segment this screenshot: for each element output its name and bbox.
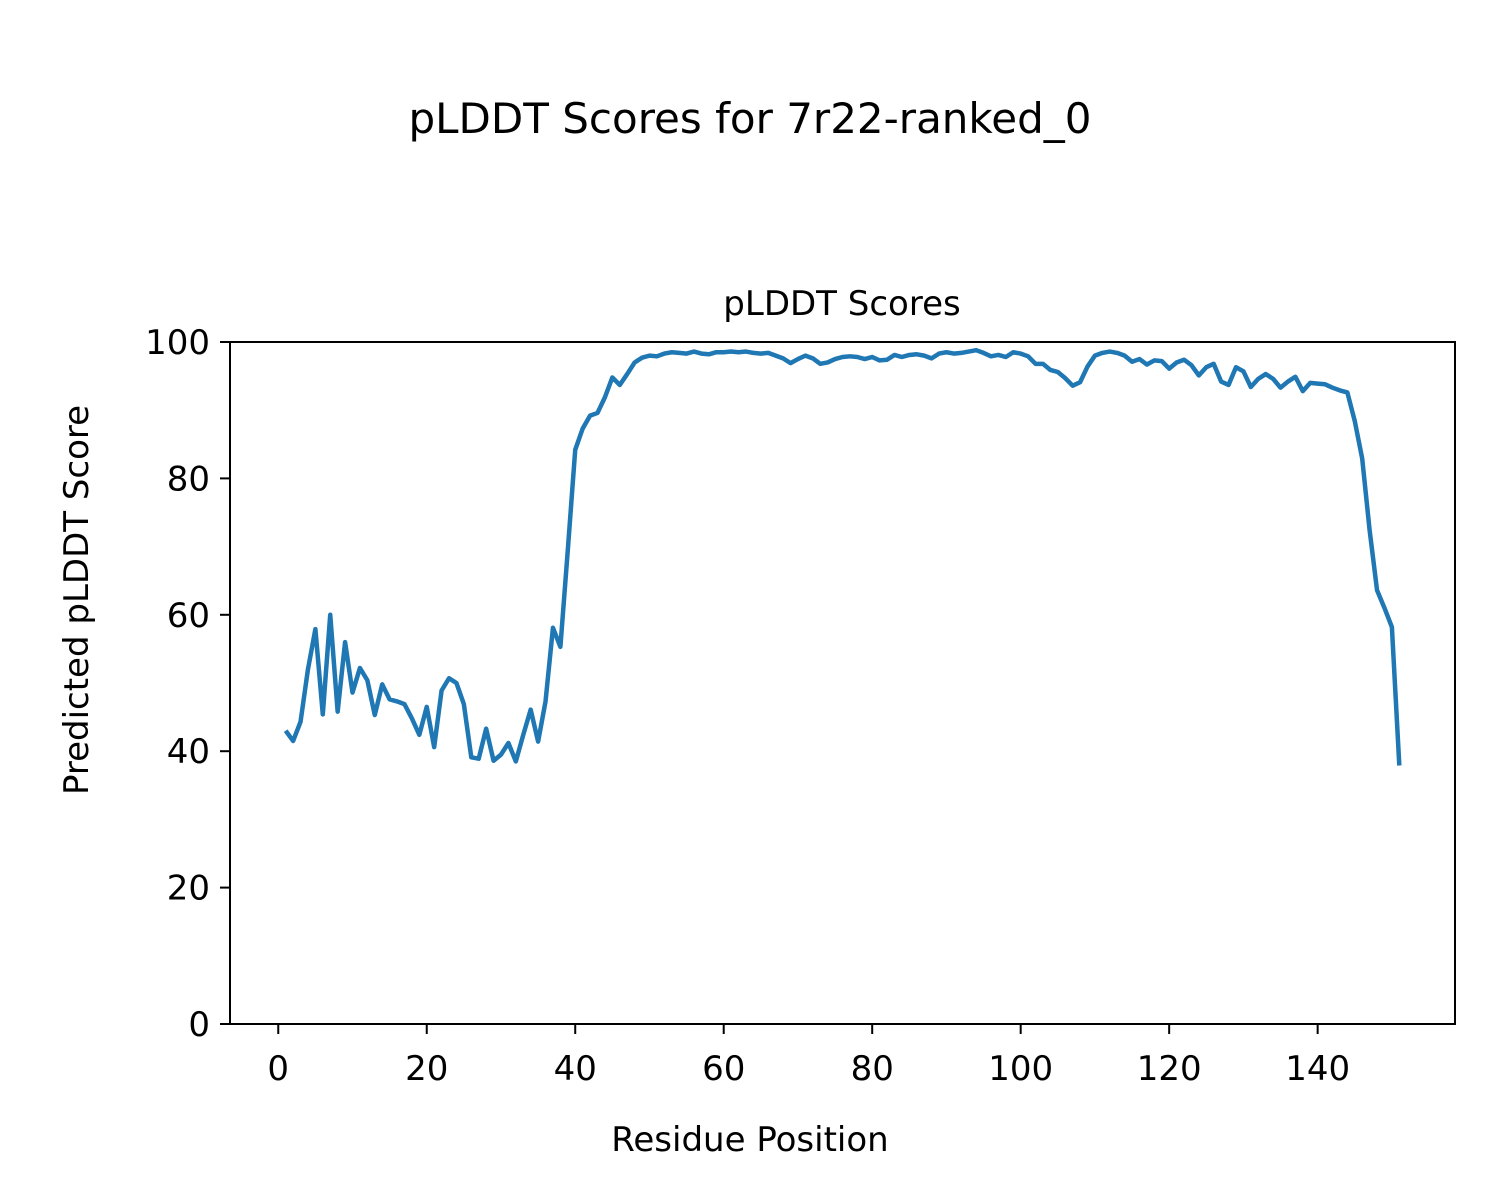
y-tick-label: 20 (167, 869, 210, 909)
x-tick-label: 140 (1285, 1049, 1350, 1089)
figure-title: pLDDT Scores for 7r22-ranked_0 (409, 94, 1092, 143)
chart-title: pLDDT Scores (723, 284, 960, 324)
y-axis: 0 20 40 60 80 100 (145, 323, 230, 1045)
y-tick-label: 40 (167, 732, 210, 772)
x-axis: 0 20 40 60 80 100 120 140 (267, 1024, 1350, 1089)
x-tick-label: 40 (554, 1049, 597, 1089)
x-tick-label: 120 (1137, 1049, 1202, 1089)
axes-frame (229, 341, 1456, 1025)
x-tick-label: 20 (405, 1049, 448, 1089)
x-tick-label: 100 (988, 1049, 1053, 1089)
y-tick-label: 100 (145, 323, 210, 363)
plddt-series-line (283, 347, 1402, 766)
x-tick-label: 60 (702, 1049, 745, 1089)
plot-area (229, 341, 1456, 1025)
y-tick-label: 60 (167, 596, 210, 636)
y-tick-label: 0 (188, 1005, 210, 1045)
y-tick-label: 80 (167, 459, 210, 499)
series-layer (283, 347, 1402, 766)
x-tick-label: 0 (267, 1049, 289, 1089)
x-tick-label: 80 (851, 1049, 894, 1089)
x-axis-label: Residue Position (611, 1120, 888, 1160)
y-axis-label: Predicted pLDDT Score (57, 405, 97, 795)
